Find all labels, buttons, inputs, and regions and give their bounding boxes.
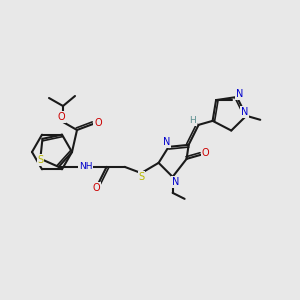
Text: H: H <box>189 116 196 125</box>
Text: O: O <box>94 118 102 128</box>
Text: O: O <box>57 112 65 122</box>
Text: O: O <box>202 148 209 158</box>
Text: N: N <box>236 89 244 99</box>
Text: N: N <box>241 107 248 117</box>
Text: NH: NH <box>79 162 92 171</box>
Text: S: S <box>37 155 44 165</box>
Text: N: N <box>172 177 179 187</box>
Text: S: S <box>139 172 145 182</box>
Text: N: N <box>163 137 170 147</box>
Text: O: O <box>93 183 101 193</box>
